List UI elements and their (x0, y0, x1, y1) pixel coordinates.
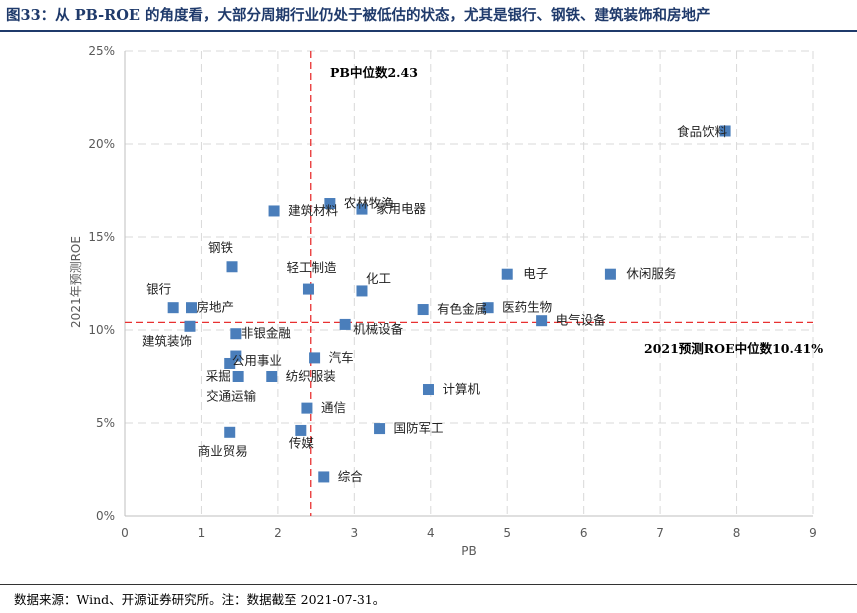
point-label: 传媒 (289, 435, 315, 450)
source-note: 数据来源：Wind、开源证券研究所。注：数据截至 2021-07-31。 (14, 592, 386, 607)
data-point (501, 268, 513, 280)
data-point (536, 315, 548, 327)
title-divider (0, 30, 857, 32)
x-tick-label: 9 (809, 526, 817, 540)
y-tick-label: 20% (88, 137, 115, 151)
data-point (374, 423, 386, 435)
y-tick-label: 10% (88, 323, 115, 337)
point-label: 建筑材料 (288, 203, 339, 218)
tick-labels: 0% 5% 10% 15% 20% 25% 0 1 2 3 4 5 6 7 8 9 (88, 44, 816, 540)
point-label: 银行 (146, 282, 171, 297)
data-point (230, 350, 242, 362)
point-label: 电气设备 (556, 313, 607, 328)
point-label: 有色金属 (437, 302, 487, 317)
x-tick-label: 0 (121, 526, 129, 540)
footer-divider (0, 584, 857, 585)
axes (124, 51, 813, 517)
point-label: 商业贸易 (198, 443, 248, 458)
y-tick-label: 15% (88, 230, 115, 244)
point-label: 交通运输 (206, 389, 257, 404)
x-tick-label: 3 (351, 526, 359, 540)
data-point (719, 125, 731, 137)
data-point (422, 384, 434, 396)
data-point (356, 203, 368, 215)
data-point (266, 371, 278, 382)
y-tick-label: 0% (96, 509, 115, 523)
grid-lines (125, 50, 814, 516)
median-pb-annotation: PB中位数2.43 (330, 65, 418, 80)
data-point (295, 424, 307, 436)
data-points (167, 125, 731, 483)
point-label: 非银金融 (241, 326, 292, 341)
point-label: 休闲服务 (626, 266, 676, 281)
data-point (482, 302, 494, 314)
point-label: 采掘 (206, 368, 231, 383)
data-point (230, 328, 242, 340)
x-tick-label: 5 (503, 526, 511, 540)
point-label: 房地产 (197, 300, 235, 315)
x-axis-title: PB (461, 544, 476, 558)
median-lines (125, 51, 813, 516)
x-tick-label: 8 (733, 526, 741, 540)
data-point (226, 261, 238, 273)
point-label: 医药生物 (502, 300, 552, 315)
pb-roe-scatter-chart: 0%5%10%15%20%25%0 1 2 3 4 5 6 7 8 9 食品饮料农林牧渔家用电器建… (69, 44, 823, 558)
y-tick-label: 25% (88, 44, 115, 58)
x-tick-label: 2 (274, 526, 282, 540)
data-point (224, 357, 236, 369)
data-point (301, 402, 313, 414)
point-label: 电子 (523, 266, 548, 281)
data-point (302, 283, 314, 295)
point-labels: 食品饮料农林牧渔家用电器 建筑材料钢铁电子 休闲服务 轻工制造化工银行房地产 有色金属医… (142, 124, 728, 484)
point-label: 家用电器 (376, 201, 427, 216)
figure-title: 图33：从 PB-ROE 的角度看，大部分周期行业仍处于被低估的状态，尤其是银行… (6, 7, 711, 24)
data-point (339, 318, 351, 330)
data-point (356, 285, 368, 297)
point-label: 国防军工 (394, 421, 444, 436)
point-label: 化工 (366, 271, 391, 286)
point-label: 纺织服装 (286, 369, 336, 384)
data-point (224, 426, 236, 438)
point-label: 食品饮料 (677, 124, 728, 139)
y-axis-title: 2021年预测ROE (69, 236, 83, 328)
point-label: 综合 (338, 469, 364, 484)
data-point (268, 205, 280, 217)
point-label: 钢铁 (208, 240, 234, 255)
data-point (186, 302, 198, 314)
point-label: 通信 (321, 400, 346, 415)
x-tick-label: 7 (656, 526, 664, 540)
y-tick-label: 5% (96, 416, 115, 430)
data-point (417, 304, 429, 316)
point-label: 计算机 (442, 382, 480, 397)
x-tick-label: 1 (198, 526, 206, 540)
point-label: 机械设备 (353, 321, 404, 336)
median-roe-annotation: 2021预测ROE中位数10.41% (644, 341, 823, 356)
data-point (232, 371, 244, 382)
data-point (167, 302, 179, 314)
point-label: 公用事业 (232, 353, 282, 368)
data-point (184, 320, 196, 332)
point-label: 轻工制造 (286, 260, 337, 275)
point-label: 汽车 (329, 350, 354, 365)
data-point (309, 352, 321, 364)
point-label: 农林牧渔 (344, 196, 394, 211)
point-label: 建筑装饰 (142, 333, 192, 348)
x-tick-label: 6 (580, 526, 588, 540)
data-point (324, 198, 336, 210)
x-tick-label: 4 (427, 526, 435, 540)
data-point (318, 471, 330, 483)
data-point (604, 268, 616, 280)
